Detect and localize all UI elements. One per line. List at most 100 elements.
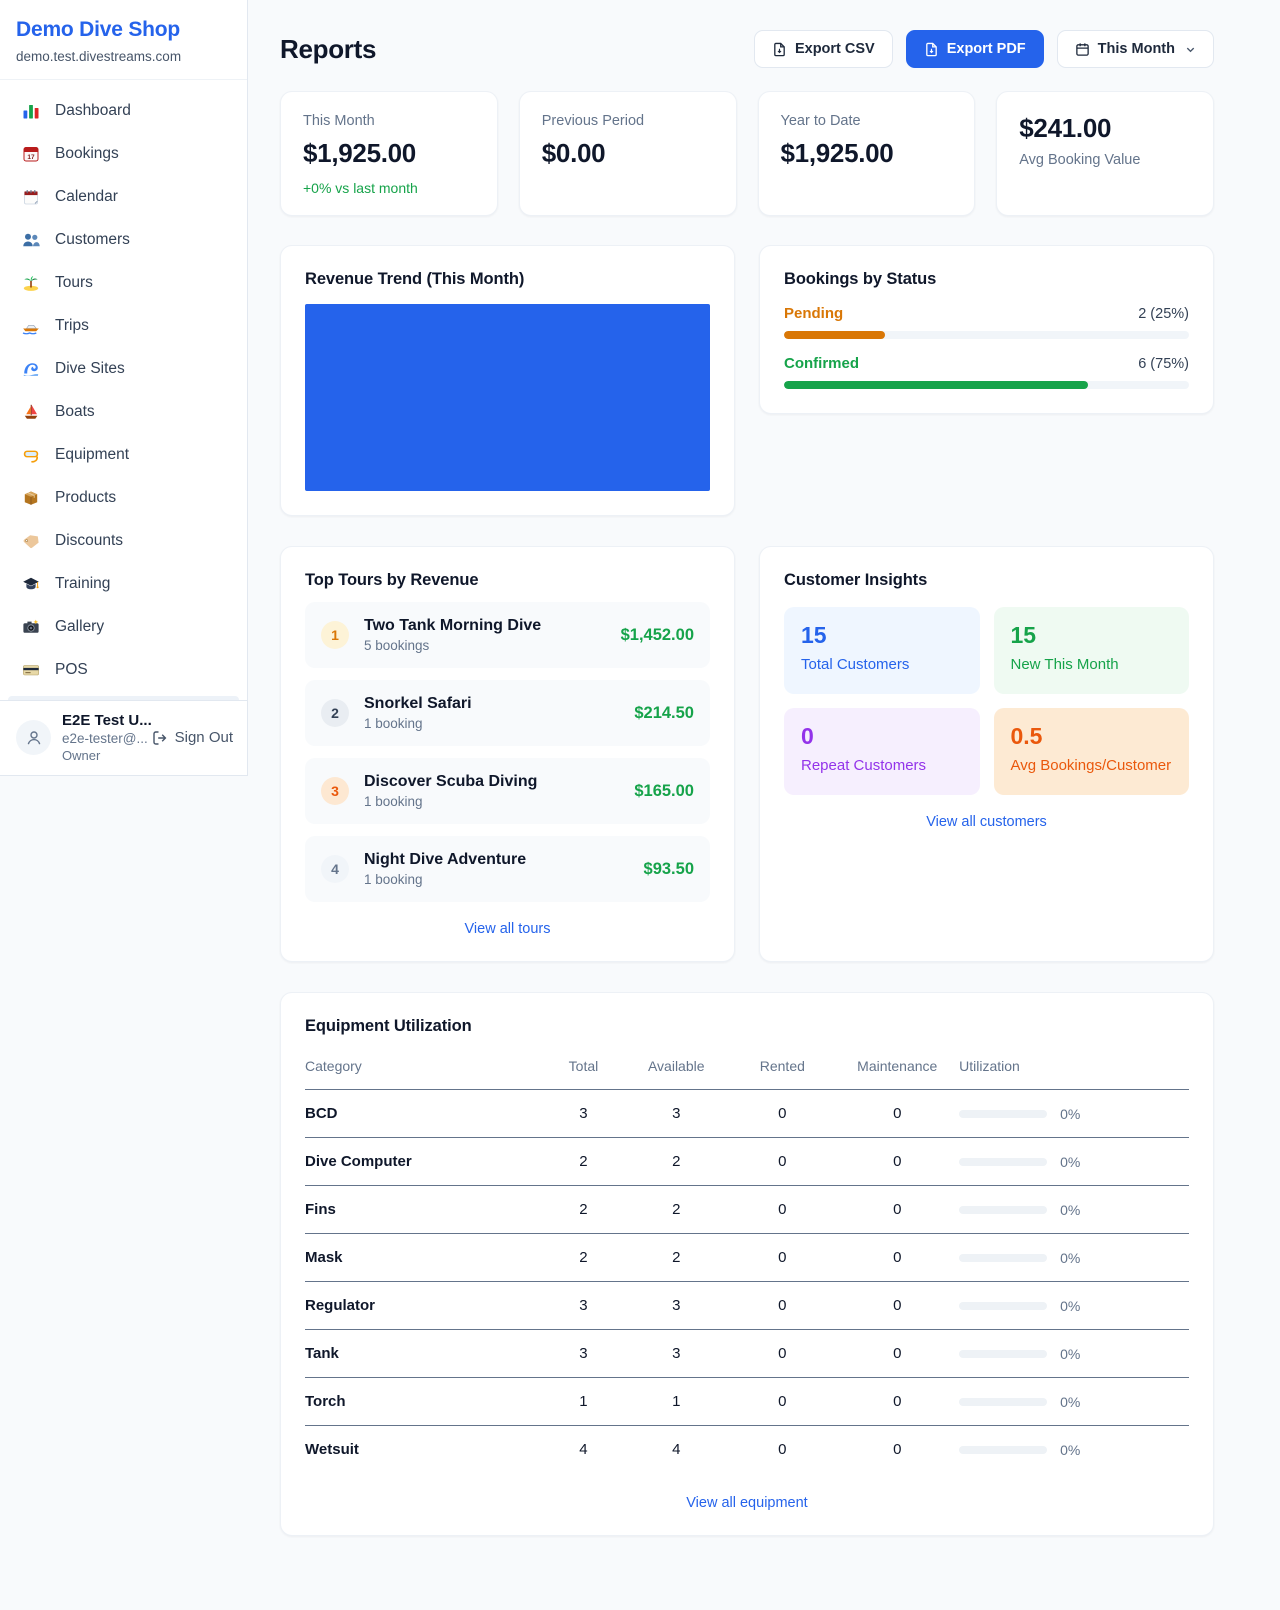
- bookings-by-status-title: Bookings by Status: [784, 270, 937, 288]
- utilization-percent: 0%: [1060, 1105, 1081, 1122]
- sign-out-label: Sign Out: [174, 729, 233, 746]
- main-content: Reports Export CSV Export PDF This Month…: [248, 0, 1280, 1569]
- sidebar-item-tours[interactable]: Tours: [8, 265, 239, 301]
- export-pdf-button[interactable]: Export PDF: [905, 30, 1044, 68]
- stat-label: Previous Period: [541, 113, 645, 129]
- tour-revenue: $165.00: [634, 781, 694, 800]
- stat-card-avg-booking-value: $241.00 Avg Booking Value: [996, 91, 1214, 216]
- sidebar-item-discounts[interactable]: Discounts: [8, 523, 239, 559]
- insight-label: Repeat Customers: [801, 757, 927, 774]
- utilization-bar: [959, 1109, 1048, 1118]
- column-header: Total: [543, 1050, 624, 1090]
- utilization-bar: [959, 1397, 1048, 1406]
- equipment-category: Wetsuit: [305, 1441, 359, 1458]
- equipment-utilization-card: Equipment Utilization Category Total Ava…: [280, 992, 1214, 1536]
- graduation-cap-icon: [22, 575, 40, 593]
- sidebar-item-label: Training: [55, 575, 111, 592]
- sidebar-item-calendar[interactable]: Calendar: [8, 179, 239, 215]
- rank-badge: 3: [321, 777, 349, 805]
- sidebar-item-label: Bookings: [55, 145, 119, 162]
- equipment-available: 3: [623, 1281, 730, 1330]
- equipment-total: 3: [543, 1329, 624, 1378]
- sidebar-item-gallery[interactable]: Gallery: [8, 609, 239, 645]
- column-header: Available: [623, 1050, 730, 1090]
- wave-icon: [22, 360, 40, 378]
- sidebar-item-label: Gallery: [55, 618, 105, 635]
- column-header: Maintenance: [835, 1050, 960, 1090]
- equipment-rented: 0: [778, 1441, 787, 1458]
- stat-value: $241.00: [1019, 113, 1112, 143]
- sidebar-item-bookings[interactable]: 17 Bookings: [8, 136, 239, 172]
- page-header: Reports Export CSV Export PDF This Month: [280, 30, 1214, 68]
- insight-tile-total-customers: 15 Total Customers: [784, 607, 980, 694]
- table-row: Dive Computer 2 2 0 0 0%: [305, 1137, 1189, 1186]
- utilization-percent: 0%: [1060, 1297, 1081, 1314]
- tour-bookings: 1 booking: [364, 716, 423, 731]
- tour-name: Night Dive Adventure: [364, 851, 527, 868]
- tour-list-item: 3 Discover Scuba Diving 1 booking $165.0…: [305, 758, 710, 824]
- label-tag-icon: [22, 532, 40, 550]
- table-row: Mask 2 2 0 0 0%: [305, 1233, 1189, 1282]
- customer-insights-title: Customer Insights: [784, 571, 928, 589]
- sidebar-item-pos[interactable]: POS: [8, 652, 239, 688]
- sidebar-item-customers[interactable]: Customers: [8, 222, 239, 258]
- status-bar-track: [784, 331, 1189, 339]
- sign-out-button[interactable]: Sign Out: [152, 729, 233, 746]
- header-actions: Export CSV Export PDF This Month: [753, 30, 1214, 68]
- equipment-maintenance: 0: [835, 1377, 960, 1426]
- equipment-total: 4: [579, 1441, 588, 1458]
- status-label: Confirmed: [784, 355, 859, 372]
- tour-bookings: 5 bookings: [364, 638, 430, 653]
- table-row: BCD 3 3 0 0 0%: [305, 1089, 1189, 1138]
- revenue-trend-chart: [305, 304, 710, 491]
- view-all-customers-link[interactable]: View all customers: [926, 814, 1047, 830]
- column-header: Utilization: [959, 1050, 1189, 1090]
- tour-list-item: 4 Night Dive Adventure 1 booking $93.50: [305, 836, 710, 902]
- tour-bookings: 1 booking: [364, 794, 423, 809]
- table-row: Tank 3 3 0 0 0%: [305, 1329, 1189, 1378]
- equipment-available: 4: [672, 1441, 681, 1458]
- avatar: [16, 720, 51, 755]
- sidebar-header: Demo Dive Shop demo.test.divestreams.com: [0, 0, 247, 80]
- sidebar-item-dashboard[interactable]: Dashboard: [8, 93, 239, 129]
- equipment-total: 3: [543, 1089, 624, 1138]
- equipment-category: Regulator: [305, 1281, 544, 1330]
- view-all-equipment-link[interactable]: View all equipment: [686, 1495, 808, 1511]
- utilization-percent: 0%: [1060, 1393, 1081, 1410]
- insight-value: 15: [801, 622, 827, 648]
- equipment-available: 1: [623, 1377, 730, 1426]
- sidebar-item-training[interactable]: Training: [8, 566, 239, 602]
- revenue-trend-card: Revenue Trend (This Month): [280, 245, 735, 516]
- equipment-category: Tank: [305, 1329, 544, 1378]
- package-icon: [22, 489, 40, 507]
- spiral-calendar-icon: [22, 188, 40, 206]
- table-row: Torch 1 1 0 0 0%: [305, 1377, 1189, 1426]
- stat-value: $1,925.00: [303, 138, 416, 168]
- sidebar-item-products[interactable]: Products: [8, 480, 239, 516]
- sidebar-item-label: Discounts: [55, 532, 124, 549]
- equipment-total: 3: [543, 1281, 624, 1330]
- equipment-available: 2: [623, 1185, 730, 1234]
- sidebar-item-label: Boats: [55, 403, 95, 420]
- sidebar-item-boats[interactable]: Boats: [8, 394, 239, 430]
- sidebar-item-equipment[interactable]: Equipment: [8, 437, 239, 473]
- equipment-available: 2: [623, 1233, 730, 1282]
- equipment-maintenance: 0: [893, 1441, 902, 1458]
- stat-card-this-month: This Month $1,925.00 +0% vs last month: [280, 91, 498, 216]
- insight-label: Avg Bookings/Customer: [1010, 757, 1172, 774]
- utilization-percent: 0%: [1060, 1153, 1081, 1170]
- period-label: This Month: [1097, 41, 1175, 57]
- sidebar-item-reports-partial[interactable]: [8, 696, 239, 700]
- status-bar-fill: [784, 381, 1088, 389]
- utilization-bar: [959, 1157, 1048, 1166]
- status-label: Pending: [784, 305, 844, 322]
- equipment-rented: 0: [729, 1233, 836, 1282]
- tour-name: Two Tank Morning Dive: [364, 617, 542, 634]
- export-csv-button[interactable]: Export CSV: [753, 30, 893, 68]
- sidebar-item-trips[interactable]: Trips: [8, 308, 239, 344]
- sidebar-item-dive-sites[interactable]: Dive Sites: [8, 351, 239, 387]
- period-dropdown[interactable]: This Month: [1056, 30, 1214, 68]
- view-all-tours-link[interactable]: View all tours: [464, 921, 551, 937]
- insight-tile-repeat-customers: 0 Repeat Customers: [784, 708, 980, 795]
- status-row-pending: Pending 2 (25%): [784, 305, 1189, 339]
